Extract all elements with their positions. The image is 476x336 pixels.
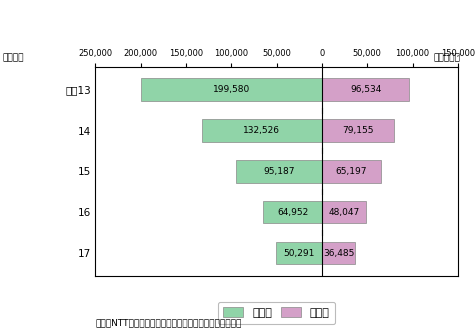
Text: 36,485: 36,485 [322, 249, 354, 258]
Bar [321, 201, 365, 223]
Text: 95,187: 95,187 [263, 167, 294, 176]
Text: 96,534: 96,534 [349, 85, 381, 94]
Text: 64,952: 64,952 [277, 208, 307, 217]
Text: 132,526: 132,526 [243, 126, 280, 135]
Bar [321, 160, 380, 182]
Text: （年度）: （年度） [2, 53, 24, 62]
Bar [276, 242, 321, 264]
Text: 48,047: 48,047 [327, 208, 358, 217]
Bar [321, 78, 408, 101]
Bar [201, 119, 321, 142]
Bar [263, 201, 321, 223]
Bar [235, 160, 321, 182]
Bar [321, 242, 354, 264]
Text: （万時間）: （万時間） [433, 53, 459, 62]
Text: 65,197: 65,197 [335, 167, 367, 176]
Bar [141, 78, 321, 101]
Text: 79,155: 79,155 [341, 126, 373, 135]
Bar [321, 119, 393, 142]
Text: 199,580: 199,580 [212, 85, 249, 94]
Legend: 住宅用, 事務用: 住宅用, 事務用 [218, 302, 335, 324]
Text: 東・西NTT「電気通信役務通信量等状況報告」により作成: 東・西NTT「電気通信役務通信量等状況報告」により作成 [95, 319, 241, 328]
Text: 50,291: 50,291 [283, 249, 314, 258]
